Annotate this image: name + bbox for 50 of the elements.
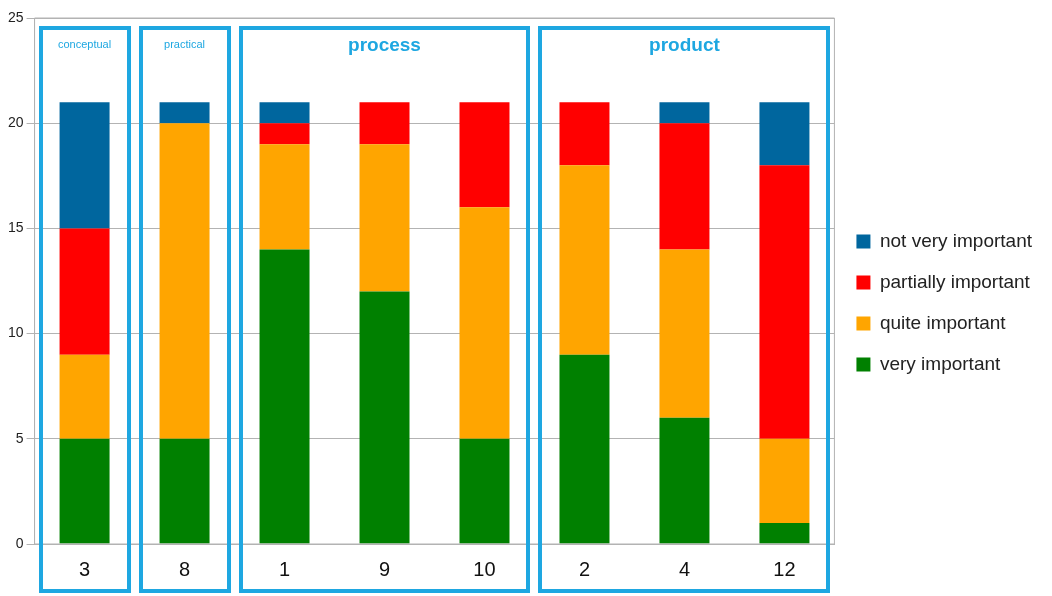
bar xyxy=(659,123,710,250)
bar xyxy=(259,123,310,145)
bar xyxy=(659,249,710,418)
x-tick-label: 10 xyxy=(473,557,496,580)
legend-label: quite important xyxy=(879,311,1007,333)
bar xyxy=(59,102,110,229)
bar xyxy=(659,417,710,544)
bar xyxy=(159,123,210,439)
y-tick-label: 25 xyxy=(7,8,24,25)
bar xyxy=(359,291,410,544)
y-tick-label: 15 xyxy=(7,219,24,236)
x-tick-label: 4 xyxy=(678,557,691,580)
x-tick-label: 3 xyxy=(79,557,91,580)
legend-label: partially important xyxy=(879,270,1031,292)
x-tick-label: 9 xyxy=(378,557,391,580)
bar xyxy=(759,102,810,166)
bar xyxy=(659,102,710,124)
legend-label: very important xyxy=(879,352,1002,374)
bar xyxy=(459,102,510,208)
bar xyxy=(59,228,110,355)
bar xyxy=(259,144,310,250)
bar xyxy=(59,438,110,544)
bar xyxy=(559,165,610,355)
x-tick-label: 2 xyxy=(578,557,591,580)
bar xyxy=(359,144,410,292)
bar xyxy=(259,249,310,544)
bar xyxy=(59,354,110,439)
bar xyxy=(459,207,510,439)
bar xyxy=(759,438,810,523)
bar xyxy=(259,102,310,124)
bar xyxy=(759,522,810,544)
y-tick-label: 5 xyxy=(15,429,24,446)
bar xyxy=(159,102,210,124)
legend-label: not very important xyxy=(879,229,1033,251)
annotation: product xyxy=(648,34,721,56)
y-tick-label: 0 xyxy=(15,534,24,551)
bar xyxy=(159,438,210,544)
annotation: process xyxy=(347,34,422,56)
annotation: conceptual xyxy=(56,38,113,50)
bar xyxy=(359,102,410,145)
bar xyxy=(759,165,810,439)
y-tick-label: 20 xyxy=(7,114,24,131)
x-tick-label: 12 xyxy=(773,557,796,580)
bar xyxy=(559,102,610,166)
bar xyxy=(459,438,510,544)
bar xyxy=(559,354,610,544)
x-tick-label: 8 xyxy=(178,557,191,580)
y-tick-label: 10 xyxy=(7,324,24,341)
x-tick-label: 1 xyxy=(278,557,291,580)
annotation: practical xyxy=(163,38,206,50)
